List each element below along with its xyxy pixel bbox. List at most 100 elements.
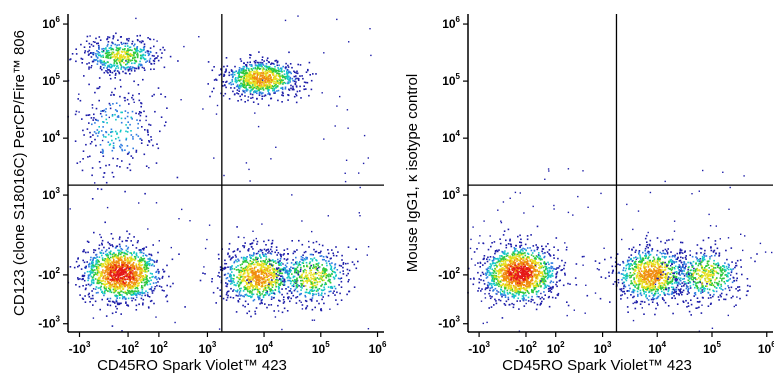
event-dot bbox=[240, 271, 242, 274]
event-dot bbox=[247, 288, 250, 290]
event-dot bbox=[318, 302, 320, 305]
event-dot bbox=[102, 176, 105, 178]
event-dot bbox=[311, 273, 314, 276]
event-dot bbox=[153, 287, 156, 290]
event-dot bbox=[289, 63, 292, 65]
event-dot bbox=[113, 62, 115, 64]
event-dot bbox=[266, 278, 269, 281]
event-dot bbox=[100, 236, 102, 239]
event-dot bbox=[310, 298, 313, 301]
event-dot bbox=[120, 284, 123, 287]
event-dot bbox=[318, 266, 321, 268]
event-dot bbox=[284, 77, 287, 79]
event-dot bbox=[264, 80, 266, 82]
event-dot bbox=[228, 256, 231, 258]
event-dot bbox=[274, 272, 277, 275]
event-dot bbox=[313, 279, 315, 281]
event-dot bbox=[137, 65, 140, 67]
event-dot bbox=[275, 249, 278, 251]
event-dot bbox=[315, 263, 318, 265]
event-dot bbox=[252, 82, 255, 84]
event-dot bbox=[293, 80, 296, 83]
event-dot bbox=[256, 84, 259, 87]
event-dot bbox=[262, 270, 264, 272]
event-dot bbox=[78, 285, 81, 288]
event-dot bbox=[272, 267, 274, 270]
event-dot bbox=[114, 64, 116, 67]
event-dot bbox=[178, 253, 180, 255]
event-dot bbox=[253, 267, 256, 270]
event-dot bbox=[126, 240, 128, 242]
event-dot bbox=[286, 248, 289, 250]
event-dot bbox=[252, 87, 254, 90]
event-dot bbox=[258, 51, 260, 53]
event-dot bbox=[256, 90, 258, 92]
event-dot bbox=[255, 59, 257, 62]
event-dot bbox=[501, 284, 504, 286]
event-dot bbox=[281, 272, 284, 275]
event-dot bbox=[246, 267, 248, 270]
event-dot bbox=[98, 247, 100, 250]
event-dot bbox=[98, 256, 101, 258]
event-dot bbox=[261, 98, 263, 100]
event-dot bbox=[169, 285, 172, 288]
event-dot bbox=[248, 268, 251, 270]
event-dot bbox=[88, 263, 90, 266]
event-dot bbox=[277, 252, 280, 254]
event-dot bbox=[271, 286, 274, 288]
event-dot bbox=[132, 51, 135, 54]
event-dot bbox=[105, 266, 108, 268]
event-dot bbox=[265, 263, 267, 266]
event-dot bbox=[519, 250, 522, 253]
event-dot bbox=[119, 267, 121, 270]
event-dot bbox=[294, 269, 297, 271]
event-dot bbox=[136, 47, 138, 49]
event-dot bbox=[286, 258, 289, 260]
event-dot bbox=[254, 276, 257, 279]
event-dot bbox=[284, 88, 287, 90]
event-dot bbox=[245, 64, 248, 66]
event-dot bbox=[259, 302, 261, 305]
event-dot bbox=[130, 69, 133, 72]
event-dot bbox=[147, 258, 149, 260]
event-dot bbox=[98, 54, 100, 57]
event-dot bbox=[142, 259, 144, 262]
event-dot bbox=[473, 278, 475, 280]
event-dot bbox=[502, 272, 505, 274]
event-dot bbox=[223, 75, 225, 77]
event-dot bbox=[245, 258, 248, 260]
event-dot bbox=[274, 78, 277, 80]
event-dot bbox=[106, 290, 109, 292]
event-dot bbox=[280, 281, 282, 284]
event-dot bbox=[496, 250, 499, 253]
event-dot bbox=[213, 157, 215, 159]
event-dot bbox=[147, 270, 150, 272]
event-dot bbox=[245, 84, 247, 87]
event-dot bbox=[508, 267, 510, 269]
event-dot bbox=[98, 47, 100, 49]
event-dot bbox=[311, 283, 313, 285]
event-dot bbox=[109, 266, 112, 268]
event-dot bbox=[300, 292, 302, 295]
event-dot bbox=[261, 251, 264, 254]
event-dot bbox=[314, 251, 317, 253]
event-dot bbox=[246, 77, 248, 79]
event-dot bbox=[267, 90, 269, 92]
event-dot bbox=[108, 287, 110, 290]
event-dot bbox=[249, 61, 251, 63]
event-dot bbox=[235, 311, 238, 313]
event-dot bbox=[127, 111, 129, 114]
event-dot bbox=[319, 276, 321, 279]
event-dot bbox=[250, 76, 252, 79]
event-dot bbox=[250, 88, 253, 91]
event-dot bbox=[494, 250, 497, 253]
event-dot bbox=[272, 89, 274, 92]
event-dot bbox=[143, 264, 146, 266]
event-dot bbox=[100, 62, 102, 64]
event-dot bbox=[127, 285, 130, 288]
event-dot bbox=[99, 276, 101, 279]
event-dot bbox=[526, 247, 529, 249]
event-dot bbox=[282, 277, 285, 280]
event-dot bbox=[248, 81, 251, 83]
event-dot bbox=[270, 289, 272, 292]
